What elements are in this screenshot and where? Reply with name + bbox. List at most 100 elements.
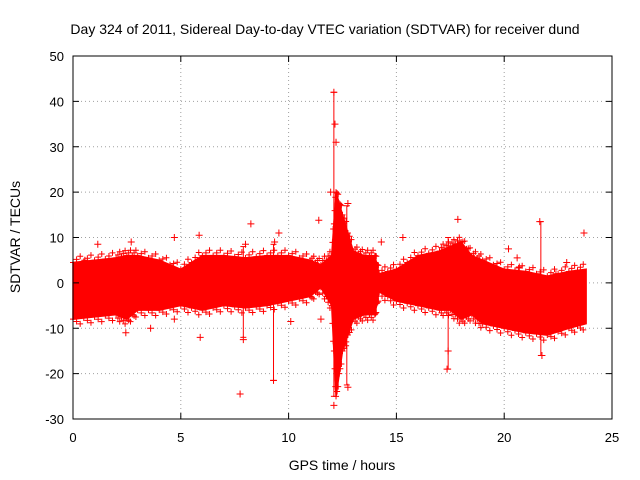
- band-edge-point: [141, 248, 148, 255]
- band-edge-point: [249, 309, 256, 316]
- data-point: [122, 329, 130, 337]
- axis-ticks: 0 5 10 15 20 25 -30 -20 -10 0 10 20 30 40 50: [45, 49, 619, 445]
- band-edge-point: [353, 244, 360, 251]
- band-edge-point: [77, 320, 84, 327]
- band-edge-point: [450, 236, 457, 243]
- band-edge-point: [303, 250, 310, 257]
- data-point: [330, 401, 338, 409]
- data-point: [327, 188, 335, 196]
- band-edge-point: [440, 312, 447, 319]
- band-edge-point: [353, 320, 360, 327]
- band-edge-point: [210, 252, 217, 259]
- y-tick-label: 50: [50, 49, 64, 64]
- band-edge-point: [253, 303, 260, 310]
- band-edge-point: [330, 338, 337, 345]
- band-edge-point: [220, 252, 227, 259]
- y-tick-label: -10: [45, 321, 64, 336]
- band-edge-point: [467, 244, 474, 251]
- band-edge-point: [490, 261, 497, 268]
- data-point: [195, 231, 203, 239]
- band-edge-point: [231, 303, 238, 310]
- band-edge-point: [167, 304, 174, 311]
- band-edge-point: [490, 322, 497, 329]
- band-edge-point: [418, 306, 425, 313]
- band-edge-point: [289, 250, 296, 257]
- band-edge-point: [544, 273, 551, 280]
- band-edge-point: [381, 263, 388, 270]
- band-edge-point: [468, 311, 475, 318]
- band-edge-point: [317, 261, 324, 268]
- band-edge-point: [331, 207, 338, 214]
- band-edge-point: [375, 262, 382, 269]
- band-edge-point: [113, 254, 120, 261]
- band-edge-point: [568, 265, 575, 272]
- band-edge-point: [285, 252, 292, 259]
- sdtvar-band: [72, 191, 587, 397]
- band-edge-point: [152, 312, 159, 319]
- band-edge-point: [519, 334, 526, 341]
- band-edge-point: [338, 360, 345, 367]
- band-edge-point: [477, 250, 484, 257]
- band-edge-point: [134, 252, 141, 259]
- band-edge-point: [374, 299, 381, 306]
- band-edge-point: [296, 295, 303, 302]
- band-edge-point: [91, 257, 98, 264]
- band-edge-point: [486, 254, 493, 261]
- y-tick-label: 30: [50, 140, 64, 155]
- band-edge-point: [329, 239, 336, 246]
- data-point: [344, 383, 352, 391]
- band-edge-point: [188, 259, 195, 266]
- band-edge-point: [547, 333, 554, 340]
- band-edge-point: [456, 320, 463, 327]
- data-point: [505, 245, 513, 253]
- band-edge-point: [174, 259, 181, 266]
- band-edge-point: [533, 330, 540, 337]
- band-edge-point: [249, 248, 256, 255]
- band-edge-point: [551, 335, 558, 342]
- band-edge-point: [253, 253, 260, 260]
- band-edge-point: [511, 327, 518, 334]
- band-edge-point: [224, 305, 231, 312]
- band-edge-point: [323, 293, 330, 300]
- band-edge-point: [138, 309, 145, 316]
- band-edge-point: [379, 293, 386, 300]
- data-point: [147, 324, 155, 332]
- band-edge-point: [292, 248, 299, 255]
- band-edge-point: [77, 253, 84, 260]
- chart-title: Day 324 of 2011, Sidereal Day-to-day VTE…: [70, 21, 579, 37]
- band-edge-point: [120, 317, 127, 324]
- y-tick-label: 10: [50, 231, 64, 246]
- band-edge-point: [533, 270, 540, 277]
- band-edge-point: [565, 268, 572, 275]
- band-edge-point: [571, 329, 578, 336]
- band-edge-point: [571, 262, 578, 269]
- data-series: [70, 88, 588, 409]
- band-edge-point: [310, 253, 317, 260]
- band-edge-point: [210, 304, 217, 311]
- band-edge-point: [411, 307, 418, 314]
- band-edge-point: [188, 304, 195, 311]
- band-edge-point: [159, 255, 166, 262]
- band-edge-point: [375, 298, 382, 305]
- band-edge-point: [407, 303, 414, 310]
- band-edge-point: [118, 253, 125, 260]
- band-edge-point: [429, 246, 436, 253]
- band-edge-point: [359, 317, 366, 324]
- band-edge-point: [479, 257, 486, 264]
- band-edge-point: [199, 252, 206, 259]
- data-point: [271, 238, 279, 246]
- band-edge-point: [109, 249, 116, 256]
- band-edge-point: [170, 306, 177, 313]
- band-edge-point: [580, 326, 587, 333]
- band-edge-point: [134, 307, 141, 314]
- band-edge-point: [264, 252, 271, 259]
- y-tick-label: 40: [50, 94, 64, 109]
- band-edge-point: [393, 266, 400, 273]
- band-edge-point: [497, 329, 504, 336]
- data-point: [515, 263, 523, 271]
- band-edge-point: [511, 267, 518, 274]
- band-edge-point: [537, 268, 544, 275]
- band-edge-point: [526, 332, 533, 339]
- band-edge-point: [299, 297, 306, 304]
